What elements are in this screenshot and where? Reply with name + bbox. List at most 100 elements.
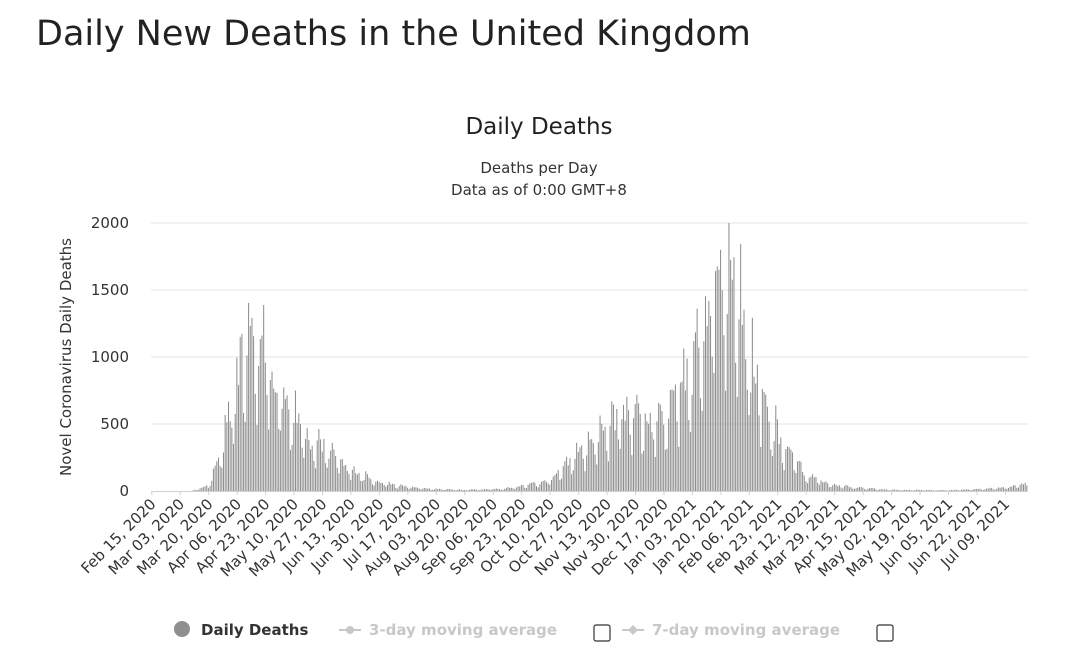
bar bbox=[589, 439, 591, 491]
3-day-average-checkbox[interactable] bbox=[593, 624, 611, 642]
bar bbox=[545, 481, 548, 491]
bar bbox=[556, 473, 558, 491]
bar bbox=[942, 490, 944, 491]
bar bbox=[758, 415, 760, 491]
bar bbox=[945, 490, 948, 492]
bar bbox=[358, 472, 360, 491]
bar bbox=[676, 421, 678, 491]
bar bbox=[961, 489, 963, 491]
bar bbox=[333, 449, 335, 491]
bar bbox=[489, 489, 491, 491]
bar bbox=[788, 447, 790, 491]
bar bbox=[947, 490, 949, 492]
7-day-average-checkbox[interactable] bbox=[876, 624, 894, 642]
bar bbox=[381, 482, 384, 491]
legend-item-7-day-average[interactable]: 7-day moving average bbox=[622, 621, 840, 639]
bar bbox=[276, 392, 278, 491]
bar bbox=[781, 463, 784, 491]
bar bbox=[380, 483, 382, 491]
bar bbox=[847, 485, 849, 491]
bar bbox=[233, 443, 235, 491]
bar bbox=[368, 477, 370, 491]
bar bbox=[410, 487, 412, 491]
bar bbox=[293, 422, 295, 491]
bar bbox=[204, 486, 206, 491]
bar bbox=[924, 490, 926, 492]
bar bbox=[259, 338, 261, 491]
bar bbox=[863, 489, 866, 491]
bar bbox=[691, 394, 693, 491]
bar bbox=[937, 490, 939, 491]
bar bbox=[418, 488, 420, 491]
bar bbox=[199, 488, 201, 491]
bar bbox=[713, 372, 715, 491]
bar bbox=[340, 459, 342, 491]
bar bbox=[1019, 484, 1021, 491]
bar bbox=[785, 449, 787, 491]
bar bbox=[350, 479, 352, 491]
bar bbox=[567, 465, 569, 491]
bar bbox=[644, 413, 646, 491]
bar bbox=[323, 438, 325, 491]
bar bbox=[725, 390, 727, 491]
bar bbox=[599, 415, 601, 491]
bar bbox=[378, 481, 380, 491]
bar bbox=[296, 422, 298, 491]
legend-item-3-day-average[interactable]: 3-day moving average bbox=[339, 621, 557, 639]
bar bbox=[386, 484, 389, 491]
bar bbox=[925, 490, 927, 491]
bar bbox=[832, 485, 834, 491]
bar bbox=[492, 489, 494, 491]
bar bbox=[566, 456, 568, 491]
bar bbox=[263, 305, 265, 491]
bar bbox=[957, 490, 959, 491]
bar bbox=[552, 476, 554, 491]
y-tick-label: 1500 bbox=[91, 281, 129, 299]
bar bbox=[331, 442, 333, 491]
bar bbox=[514, 489, 516, 491]
bar bbox=[301, 447, 303, 491]
bar bbox=[551, 479, 553, 491]
bar bbox=[438, 488, 440, 491]
bar bbox=[974, 489, 976, 491]
bar bbox=[341, 459, 343, 491]
bar bbox=[243, 412, 245, 491]
bar bbox=[914, 490, 916, 491]
bar bbox=[1009, 486, 1011, 491]
bar bbox=[741, 325, 743, 491]
bar bbox=[554, 474, 556, 491]
bar bbox=[515, 487, 517, 491]
bar bbox=[905, 490, 907, 491]
bar bbox=[704, 296, 707, 491]
bar bbox=[617, 439, 619, 491]
bar bbox=[904, 489, 906, 491]
bar bbox=[271, 371, 273, 491]
legend-item-daily-deaths[interactable]: Daily Deaths bbox=[174, 621, 308, 639]
bar bbox=[885, 489, 887, 491]
bar bbox=[986, 488, 988, 491]
bar bbox=[495, 488, 497, 491]
bar bbox=[666, 448, 668, 491]
bar bbox=[480, 489, 482, 491]
bar bbox=[798, 460, 800, 491]
bar bbox=[316, 440, 318, 491]
bar bbox=[559, 479, 561, 491]
bar bbox=[614, 430, 616, 491]
bar bbox=[609, 425, 611, 491]
bar bbox=[979, 488, 981, 491]
bar bbox=[286, 395, 288, 491]
bar bbox=[279, 430, 281, 491]
bar bbox=[1021, 483, 1023, 491]
bar bbox=[537, 487, 539, 491]
bar bbox=[708, 301, 710, 491]
y-tick-label: 0 bbox=[119, 482, 129, 500]
chart-subtitle-line-2: Data as of 0:00 GMT+8 bbox=[451, 181, 627, 199]
bar bbox=[325, 463, 327, 491]
bar bbox=[674, 384, 676, 491]
bar bbox=[417, 487, 419, 491]
bar bbox=[629, 434, 631, 491]
bar bbox=[397, 488, 399, 491]
bar bbox=[532, 482, 534, 491]
bar bbox=[527, 484, 529, 491]
bar bbox=[899, 490, 901, 491]
